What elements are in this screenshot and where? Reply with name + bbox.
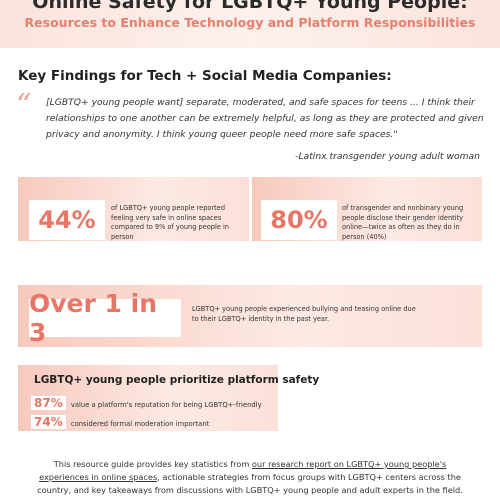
priority-title: LGBTQ+ young people prioritize platform … (34, 374, 320, 386)
stat-value: Over 1 in 3 (29, 289, 181, 347)
stat-text: LGBTQ+ young people experienced bullying… (192, 305, 416, 323)
quote: [LGBTQ+ young people want] separate, mod… (46, 97, 484, 140)
footer-after: , actionable strategies from focus group… (37, 472, 463, 495)
priority-value: 74% (31, 415, 66, 429)
footer-text: This resource guide provides key statist… (30, 458, 470, 497)
priority-text: value a platform's reputation for being … (70, 401, 262, 409)
stat-text: of LGBTQ+ young people reported feeling … (111, 204, 229, 241)
section-title: Key Findings for Tech + Social Media Com… (18, 68, 392, 84)
stat-text: of transgender and nonbinary young peopl… (342, 204, 464, 241)
header-band (0, 0, 500, 48)
stat-value: 44% (29, 200, 105, 240)
priority-value: 87% (31, 396, 66, 410)
subtitle: Resources to Enhance Technology and Plat… (24, 15, 476, 30)
footer-before: This resource guide provides key statist… (53, 459, 252, 469)
footer-link[interactable]: our research report on LGBTQ+ young peop… (39, 459, 447, 482)
priority-row: 74% considered formal moderation importa… (31, 411, 209, 430)
stat-value: 80% (261, 200, 337, 240)
priority-text: considered formal moderation important (70, 420, 210, 428)
title: Online Safety for LGBTQ+ Young People: (32, 0, 468, 13)
priority-row: 87% value a platform's reputation for be… (31, 392, 262, 411)
quote-mark: “ (16, 88, 32, 123)
attribution: -Latinx transgender young adult woman (295, 151, 480, 162)
